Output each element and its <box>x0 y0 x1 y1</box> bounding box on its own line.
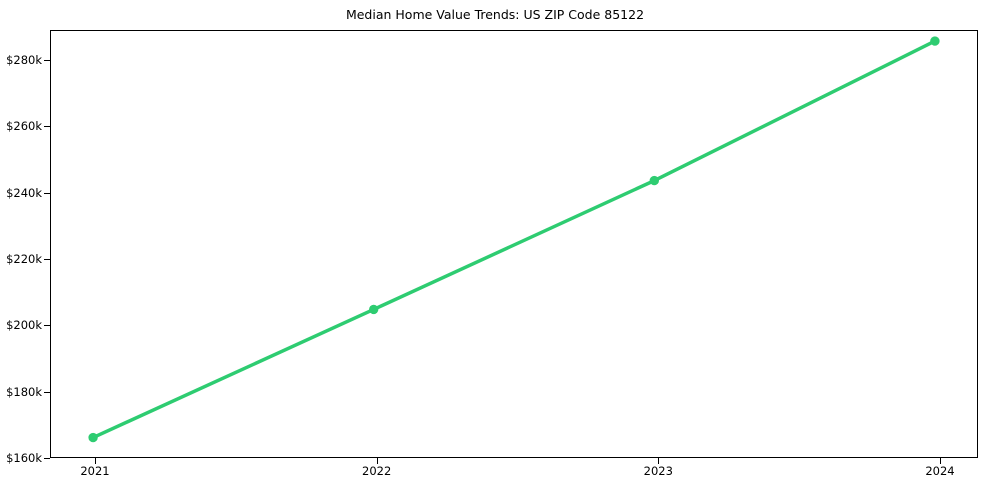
y-tick-mark-3 <box>44 259 50 260</box>
y-tick-mark-5 <box>44 126 50 128</box>
x-tick-mark-2 <box>658 458 660 464</box>
x-tick-mark-0 <box>95 458 96 464</box>
x-tick-mark-1 <box>376 458 378 464</box>
y-tick-label-2: $200k <box>6 318 42 333</box>
y-axis-tick-labels: $160k $180k $200k $220k $240k $260k $280… <box>0 0 42 490</box>
x-tick-label-1: 2022 <box>362 464 392 478</box>
line-series-svg <box>88 36 940 443</box>
y-tick-label-4: $240k <box>6 185 42 200</box>
data-point-2022 <box>369 304 379 315</box>
plot-area <box>50 30 978 458</box>
data-point-2023 <box>649 175 659 186</box>
x-tick-label-3: 2024 <box>925 464 955 478</box>
line-series-markers <box>88 36 940 443</box>
y-tick-mark-2 <box>44 325 50 327</box>
chart-title: Median Home Value Trends: US ZIP Code 85… <box>345 7 645 22</box>
data-point-2021 <box>88 432 98 443</box>
data-point-2024 <box>930 36 940 46</box>
y-tick-mark-1 <box>44 391 50 393</box>
y-tick-mark-6 <box>44 60 50 61</box>
y-tick-label-5: $260k <box>6 119 42 134</box>
y-tick-label-1: $180k <box>6 384 42 399</box>
y-tick-mark-4 <box>44 192 50 194</box>
y-tick-label-0: $160k <box>6 451 42 465</box>
y-tick-label-6: $280k <box>6 53 42 67</box>
line-series-path <box>91 39 937 440</box>
y-tick-label-3: $220k <box>6 252 42 266</box>
y-tick-mark-0 <box>44 458 50 459</box>
x-tick-mark-3 <box>940 458 941 464</box>
x-tick-label-2: 2023 <box>643 464 673 478</box>
x-tick-label-0: 2021 <box>80 464 110 478</box>
